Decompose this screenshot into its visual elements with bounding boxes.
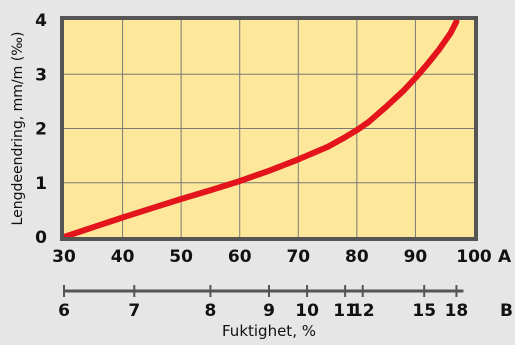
y-tick-labels: 0 1 2 3 4: [35, 11, 47, 248]
secondary-axis-tick-label: 7: [128, 301, 140, 321]
x-tick-labels: 30 40 50 60 70 80 90 100: [52, 247, 492, 267]
secondary-axis-tick-label: 6: [58, 301, 70, 321]
x-axis-letter-a: A: [498, 247, 512, 267]
secondary-axis-tick-label: 8: [205, 301, 217, 321]
y-tick-label: 3: [35, 65, 47, 85]
secondary-axis-tick-label: 18: [445, 301, 469, 321]
x-tick-label: 90: [404, 247, 428, 267]
secondary-axis-letter-b: B: [500, 301, 513, 321]
x-tick-label: 30: [52, 247, 76, 267]
y-tick-label: 2: [35, 120, 47, 140]
x-tick-label: 60: [228, 247, 252, 267]
y-tick-label: 1: [35, 174, 47, 194]
x-axis-label: Fuktighet, %: [222, 322, 316, 340]
secondary-axis-tick-label: 11: [333, 301, 357, 321]
x-tick-label: 80: [345, 247, 369, 267]
plot-frame: [60, 16, 478, 241]
secondary-axis-tick-label: 10: [295, 301, 319, 321]
x-tick-label: 70: [286, 247, 310, 267]
grid-lines: [64, 20, 474, 237]
secondary-axis-tick-label: 9: [263, 301, 275, 321]
secondary-axis-tick-label: 12: [351, 301, 375, 321]
y-axis-label: Lengdeendring, mm/m (‰): [10, 32, 26, 226]
secondary-axis-tick-label: 15: [412, 301, 436, 321]
x-tick-label: 40: [111, 247, 135, 267]
y-tick-label: 4: [35, 11, 47, 31]
y-tick-label: 0: [35, 228, 47, 248]
series-line: [61, 18, 460, 240]
x-tick-label: 100: [456, 247, 492, 267]
x-tick-label: 50: [169, 247, 193, 267]
